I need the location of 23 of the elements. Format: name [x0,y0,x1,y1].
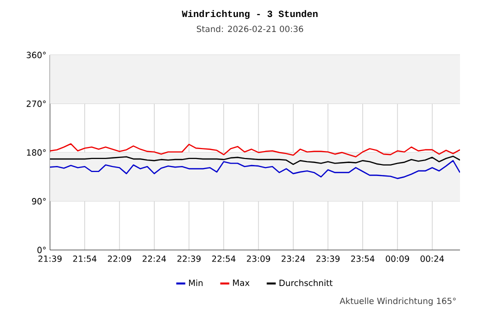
y-tick-label: 270° [26,100,46,107]
chart-subtitle: Stand: 2026-02-21 00:36 [196,26,304,32]
y-tick-label: 360° [26,52,46,58]
y-tick-label: 90° [32,198,46,204]
x-tick-label: 23:24 [282,256,305,262]
y-tick-label: 180° [27,149,46,156]
x-tick-label: 00:24 [420,256,444,262]
y-tick-label: 0° [37,246,46,254]
x-tick-label: 21:39 [38,256,62,262]
x-tick-label: 23:09 [246,256,270,262]
x-tick-label: 22:24 [142,256,166,262]
chart-title: Windrichtung - 3 Stunden [182,10,318,19]
legend-label: Min [189,280,203,286]
text: Aktuelle Windrichtung 165° [340,298,456,306]
legend-label: Max [233,280,250,286]
x-tick-label: 21:54 [73,256,96,262]
x-tick-label: 22:39 [177,256,201,262]
x-tick-label: 23:54 [351,256,374,262]
legend-label: Durchschnitt [280,280,333,286]
x-tick-label: 23:39 [316,256,340,262]
x-tick-label: 22:54 [212,256,236,262]
x-tick-label: 22:09 [108,256,132,262]
x-tick-label: 00:09 [386,256,410,262]
